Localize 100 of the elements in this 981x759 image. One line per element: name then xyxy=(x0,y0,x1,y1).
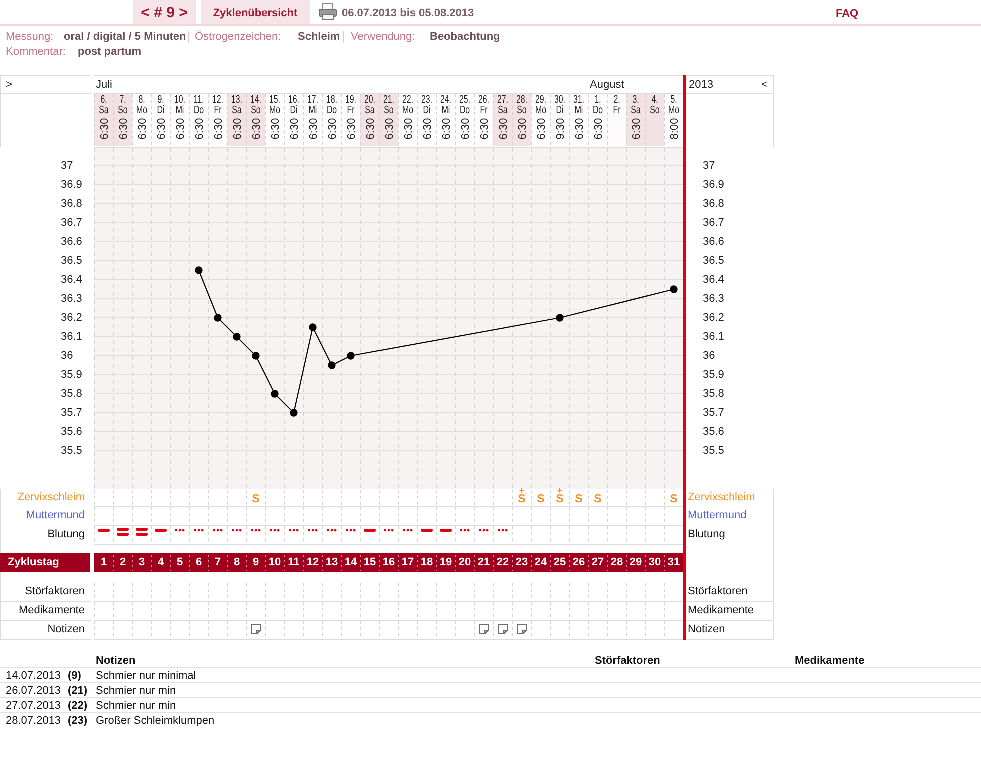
x2-tick-label: 14. So 6:30 xyxy=(250,94,263,140)
y-tick-label: 36.6 xyxy=(61,236,82,248)
y2-tick-label: 35.8 xyxy=(703,388,724,400)
x2-tick-label: 19. Fr 6:30 xyxy=(345,94,358,140)
x-tick-label: 27 xyxy=(592,556,604,568)
x2-tick-label: 26. Fr 6:30 xyxy=(478,94,491,140)
x-tick-label: 13 xyxy=(326,556,338,568)
x2-tick-label: 21. So 6:30 xyxy=(383,94,396,140)
y-tick-label: 36.3 xyxy=(61,293,82,305)
x-tick-label: 7 xyxy=(214,556,222,568)
y2-tick-label: 36.6 xyxy=(703,236,724,248)
y-tick-label: 36 xyxy=(61,350,74,362)
y2-tick-label: 36.9 xyxy=(703,179,724,191)
y2-tick-label: 35.5 xyxy=(703,445,724,457)
category-label: S xyxy=(575,494,584,506)
x2-tick-label: 20. Sa 6:30 xyxy=(364,94,377,140)
text: > xyxy=(6,79,12,91)
x2-tick-label: 12. Fr 6:30 xyxy=(212,94,225,140)
y-tick-label: 35.6 xyxy=(61,426,82,438)
x2-tick-label: 7. So 6:30 xyxy=(118,94,130,140)
x-tick-label: 18 xyxy=(420,556,434,568)
x-tick-label: 24 xyxy=(534,556,548,568)
text: 2013 xyxy=(689,79,714,91)
y2-tick-label: 36.8 xyxy=(703,198,724,210)
text: 27.07.2013 xyxy=(6,700,62,712)
x2-tick-label: 15. Mo 6:30 xyxy=(269,94,282,140)
text: (22) xyxy=(68,700,88,712)
text: 26.07.2013 xyxy=(6,685,62,697)
text: Muttermund xyxy=(26,510,85,522)
y-tick-label: 37 xyxy=(61,160,74,172)
y-tick-label: 36.9 xyxy=(61,179,82,191)
y-tick-label: 36.8 xyxy=(61,198,82,210)
text: Messung: xyxy=(6,31,54,43)
x2-tick-label: 13. Sa 6:30 xyxy=(231,94,244,140)
text: < # 9 > xyxy=(141,4,188,22)
text: Medikamente xyxy=(688,604,754,616)
x-tick-label: 16 xyxy=(382,556,396,568)
x-tick-label: 2 xyxy=(120,556,126,568)
text: Schmier nur min xyxy=(96,685,176,697)
point xyxy=(271,390,279,398)
x2-tick-label: 3. Sa 6:30 xyxy=(631,94,643,140)
x-tick-label: 1 xyxy=(100,556,108,568)
text: Schmier nur min xyxy=(96,700,176,712)
x-axis-title: Zyklustag xyxy=(8,556,60,568)
x-tick-label: 15 xyxy=(364,556,376,568)
x2-tick-label: 22. Mo 6:30 xyxy=(402,94,415,140)
x2-tick-label: 27. Sa 6:30 xyxy=(497,94,510,140)
x-tick-label: 9 xyxy=(252,556,260,568)
text: post partum xyxy=(78,46,142,58)
category-label: S xyxy=(670,494,678,506)
text: Zervixschleim xyxy=(18,492,85,504)
x-tick-label: 30 xyxy=(648,556,662,568)
x2-tick-label: 16. Di 6:30 xyxy=(288,94,301,140)
x2-tick-label: 10. Mi 6:30 xyxy=(174,94,187,140)
y-tick-label: 36.7 xyxy=(61,217,82,229)
text: Muttermund xyxy=(688,510,747,522)
y2-tick-label: 36.2 xyxy=(703,312,724,324)
y-tick-label: 35.8 xyxy=(61,388,82,400)
x2-tick-label: 23. Di 6:30 xyxy=(421,94,434,140)
x2-tick-label: 1. Do 6:30 xyxy=(592,94,605,140)
x2-tick-label: 24. Mi 6:30 xyxy=(440,94,453,140)
text: Blutung xyxy=(48,528,85,540)
x2-tick-label: 11. Do 6:30 xyxy=(194,94,206,140)
y2-tick-label: 37 xyxy=(703,160,716,172)
text: oral / digital / 5 Minuten xyxy=(64,31,187,43)
text: Schmier nur minimal xyxy=(96,670,196,682)
text: Zervixschleim xyxy=(688,492,756,504)
text: Beobachtung xyxy=(430,31,500,43)
text: Kommentar: xyxy=(6,46,66,58)
x-tick-label: 22 xyxy=(496,556,510,568)
x-tick-label: 26 xyxy=(572,556,586,568)
x2-tick-label: 31. Mi 6:30 xyxy=(573,94,586,140)
x2-tick-label: 28. So 6:30 xyxy=(516,94,529,140)
y2-tick-label: 36 xyxy=(703,350,716,362)
x-tick-label: 17 xyxy=(402,556,414,568)
x2-tick-label: 18. Do 6:30 xyxy=(326,94,339,140)
y-tick-label: 36.2 xyxy=(61,312,82,324)
text: Östrogenzeichen: xyxy=(195,30,282,43)
x-tick-label: 4 xyxy=(158,556,165,568)
x-tick-label: 8 xyxy=(234,556,240,568)
point xyxy=(195,266,203,274)
x-tick-label: 3 xyxy=(138,556,146,568)
x2-tick-label: 8. Mo 6:30 xyxy=(136,94,149,140)
x2-tick-label: 9. Di 6:30 xyxy=(156,94,168,140)
text: Notizen xyxy=(96,655,136,667)
point xyxy=(556,314,564,322)
text: 28.07.2013 xyxy=(6,715,62,727)
y-tick-label: 35.7 xyxy=(61,407,82,419)
x2-tick-label: 29. Mo 6:30 xyxy=(535,94,548,140)
text: Störfaktoren xyxy=(25,586,85,598)
point xyxy=(309,324,317,332)
x2-tick-label: 4. So xyxy=(650,94,660,117)
y2-tick-label: 36.1 xyxy=(703,331,724,343)
point xyxy=(670,286,678,294)
y-tick-label: 36.5 xyxy=(61,255,82,267)
y2-tick-label: 36.3 xyxy=(703,293,724,305)
y2-tick-label: 36.5 xyxy=(703,255,724,267)
text: Schleim xyxy=(298,31,340,43)
text: (21) xyxy=(68,685,88,697)
text: Zyklenübersicht xyxy=(213,8,298,20)
